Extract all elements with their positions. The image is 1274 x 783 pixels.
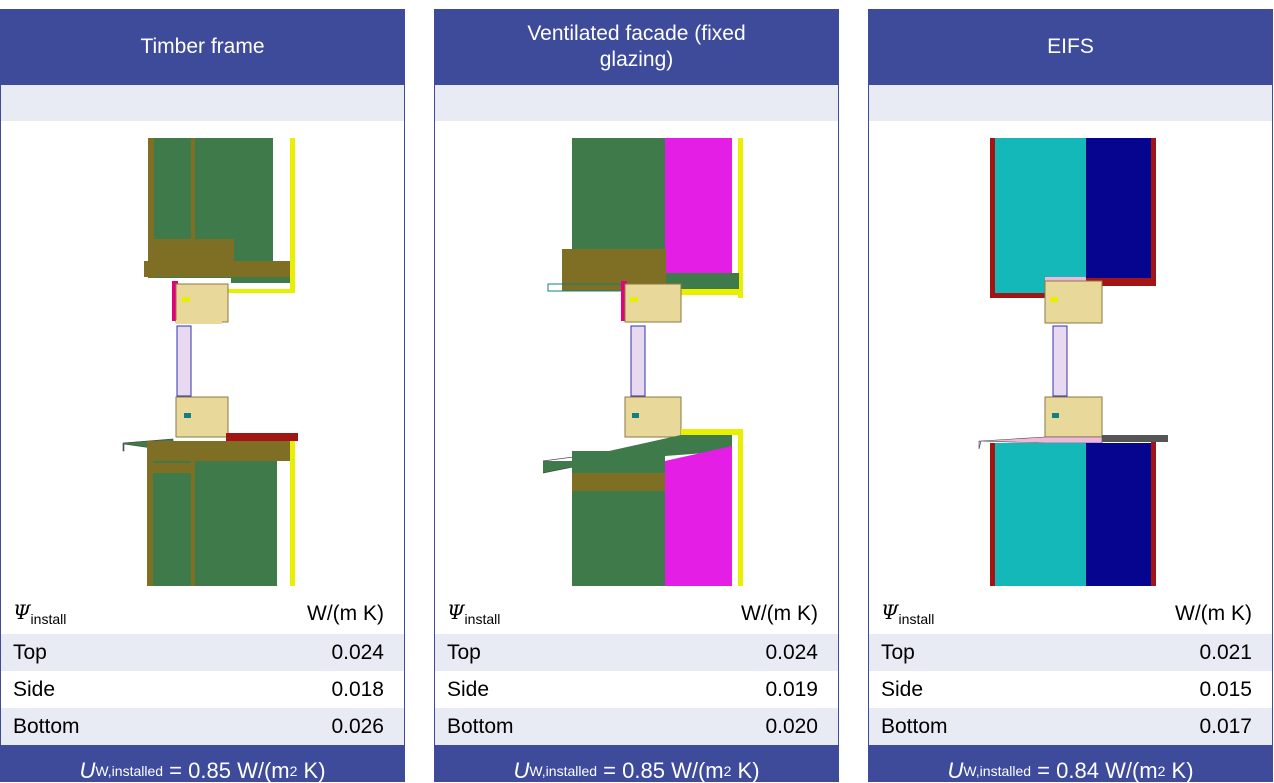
panel-title: EIFS [869, 9, 1272, 85]
row-label: Bottom [447, 714, 514, 738]
uw-installed-footer: U W,installed = 0.85 W/(m 2 K) [435, 745, 838, 782]
panel-title: Ventilated facade (fixed glazing) [435, 9, 838, 85]
row-label: Top [13, 640, 47, 664]
panel-ventilated-facade: Ventilated facade (fixed glazing) Ψinsta… [434, 9, 839, 782]
row-label: Bottom [13, 714, 80, 738]
row-label: Top [447, 640, 481, 664]
table-row: Side 0.018 [1, 671, 404, 708]
ventilated-facade-section-drawing [542, 138, 743, 586]
eifs-section-drawing [978, 138, 1168, 586]
subheader-band [869, 85, 1272, 121]
panel-eifs: EIFS Ψinstall W/(m K) Top 0.021 Side 0.0… [868, 9, 1273, 782]
psi-header-row: Ψinstall W/(m K) [1, 593, 404, 634]
row-label: Side [13, 677, 56, 701]
row-value: 0.017 [1199, 714, 1252, 738]
psi-unit: W/(m K) [1175, 601, 1252, 625]
row-value: 0.021 [1199, 640, 1252, 664]
table-row: Bottom 0.020 [435, 708, 838, 745]
panel-title: Timber frame [1, 9, 404, 85]
table-row: Side 0.019 [435, 671, 838, 708]
psi-symbol: Ψinstall [881, 600, 935, 627]
table-row: Side 0.015 [869, 671, 1272, 708]
table-row: Top 0.024 [435, 634, 838, 671]
row-value: 0.024 [331, 640, 384, 664]
row-value: 0.015 [1199, 677, 1252, 701]
row-label: Bottom [881, 714, 948, 738]
psi-unit: W/(m K) [307, 601, 384, 625]
subheader-band [1, 85, 404, 121]
psi-header-row: Ψinstall W/(m K) [435, 593, 838, 634]
row-value: 0.024 [765, 640, 818, 664]
psi-symbol: Ψinstall [13, 600, 67, 627]
row-value: 0.018 [331, 677, 384, 701]
subheader-band [435, 85, 838, 121]
row-value: 0.020 [765, 714, 818, 738]
row-value: 0.026 [331, 714, 384, 738]
table-row: Bottom 0.017 [869, 708, 1272, 745]
psi-header-row: Ψinstall W/(m K) [869, 593, 1272, 634]
row-label: Side [447, 677, 490, 701]
psi-symbol: Ψinstall [447, 600, 501, 627]
row-value: 0.019 [765, 677, 818, 701]
row-label: Top [881, 640, 915, 664]
uw-installed-footer: U W,installed = 0.85 W/(m 2 K) [1, 745, 404, 782]
psi-unit: W/(m K) [741, 601, 818, 625]
table-row: Bottom 0.026 [1, 708, 404, 745]
row-label: Side [881, 677, 924, 701]
panel-timber-frame: Timber frame Ψinstall W/(m K) Top 0. [0, 9, 405, 782]
uw-installed-footer: U W,installed = 0.84 W/(m 2 K) [869, 745, 1272, 782]
table-row: Top 0.024 [1, 634, 404, 671]
timber-frame-section-drawing [122, 138, 298, 586]
table-row: Top 0.021 [869, 634, 1272, 671]
